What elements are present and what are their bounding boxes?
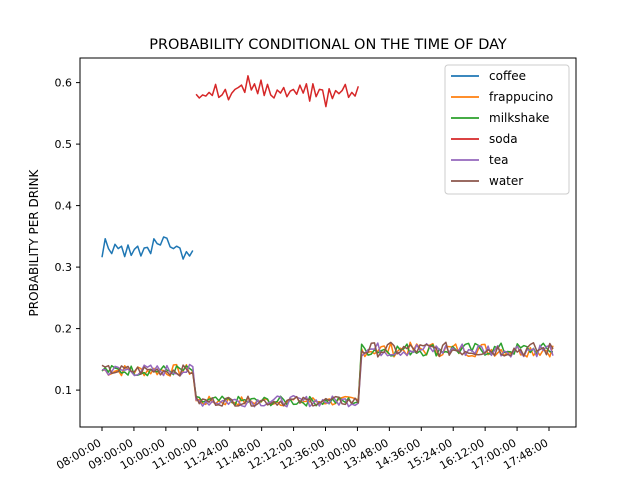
legend-label-frappucino: frappucino: [489, 90, 553, 104]
series-line-coffee: [101, 236, 194, 260]
y-tick-label: 0.2: [55, 323, 73, 336]
legend-label-soda: soda: [489, 132, 518, 146]
y-tick-label: 0.1: [55, 384, 73, 397]
legend-label-water: water: [489, 174, 523, 188]
legend: coffee frappucino milkshake soda tea water: [444, 64, 570, 195]
y-tick-label: 0.3: [55, 261, 73, 274]
legend-label-coffee: coffee: [489, 69, 526, 83]
y-tick-label: 0.5: [55, 138, 73, 151]
series-group: [101, 75, 554, 408]
axes-frame: [79, 57, 577, 428]
legend-label-tea: tea: [489, 153, 508, 167]
y-tick-label: 0.6: [55, 77, 73, 90]
y-axis-label: PROBABILITY PER DRINK: [27, 168, 41, 316]
y-axis-ticks: 0.1 0.2 0.3 0.4 0.5 0.6: [55, 77, 80, 397]
chart-title: PROBABILITY CONDITIONAL ON THE TIME OF D…: [149, 37, 507, 53]
series-line-water: [101, 341, 554, 407]
y-tick-label: 0.4: [55, 200, 73, 213]
legend-label-milkshake: milkshake: [489, 111, 549, 125]
series-line-soda: [195, 75, 360, 108]
